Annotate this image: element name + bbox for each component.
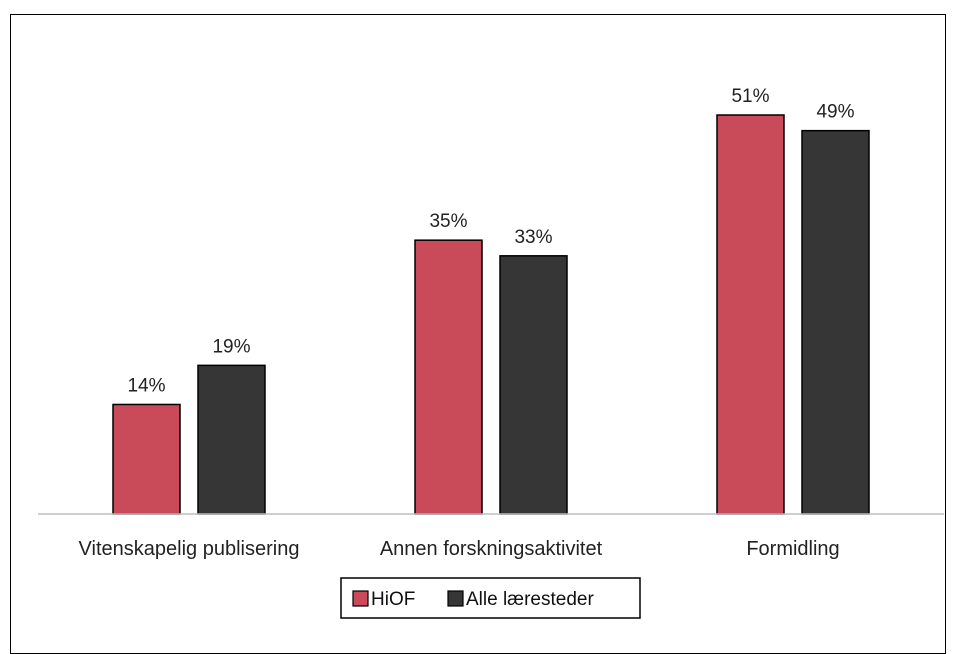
legend-swatch-hiof (352, 590, 369, 607)
legend-label-hiof: HiOF (371, 589, 415, 610)
legend-box (340, 577, 641, 619)
x-tick-label-0: Vitenskapelig publisering (79, 538, 300, 560)
bar-alle-0 (197, 364, 266, 515)
bar-chart: 14% 19% Vitenskapelig publisering 35% 33% Ann… (38, 86, 944, 619)
bar-alle-2 (801, 129, 870, 515)
legend: HiOF Alle læresteder (340, 577, 641, 619)
bars-group (112, 114, 870, 515)
data-label-alle-2: 49% (816, 102, 854, 123)
x-tick-label-2: Formidling (746, 538, 839, 560)
bar-hiof-0 (112, 403, 181, 515)
bar-hiof-2 (716, 114, 785, 515)
bar-alle-1 (499, 255, 568, 515)
bar-hiof-1 (414, 239, 483, 515)
legend-label-alle: Alle læresteder (466, 589, 594, 610)
data-label-hiof-0: 14% (127, 375, 165, 396)
x-tick-label-1: Annen forskningsaktivitet (380, 538, 603, 560)
labels-group: 14% 19% Vitenskapelig publisering 35% 33% Ann… (79, 86, 855, 560)
data-label-alle-0: 19% (212, 336, 250, 357)
legend-swatch-alle (447, 590, 464, 607)
data-label-alle-1: 33% (514, 227, 552, 248)
data-label-hiof-1: 35% (429, 211, 467, 232)
data-label-hiof-2: 51% (731, 86, 769, 107)
